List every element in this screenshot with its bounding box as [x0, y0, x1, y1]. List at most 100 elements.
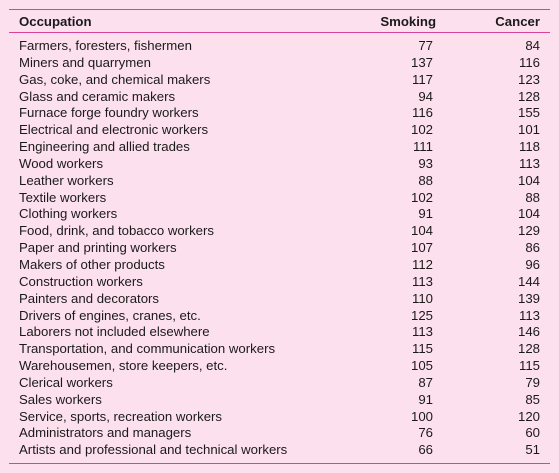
cell-occupation: Electrical and electronic workers — [19, 122, 209, 138]
cell-smoking: 116 — [411, 105, 433, 121]
cell-cancer: 104 — [517, 172, 540, 188]
cell-occupation: Engineering and allied trades — [19, 139, 190, 155]
table-row: Electrical and electronic workers 102 101 — [9, 122, 550, 139]
cell-cancer: 116 — [518, 54, 540, 70]
cell-cancer: 113 — [518, 307, 540, 323]
cell-occupation: Farmers, foresters, fishermen — [19, 38, 192, 53]
cell-occupation: Administrators and managers — [19, 425, 192, 441]
table-row: Gas, coke, and chemical makers 117 123 — [9, 72, 550, 89]
cell-cancer: 129 — [517, 223, 540, 239]
cell-occupation: Drivers of engines, cranes, etc. — [19, 307, 201, 323]
cell-cancer: 101 — [517, 122, 540, 138]
table-row: Furnace forge foundry workers 116 155 — [9, 105, 550, 122]
table-row: Glass and ceramic makers 94 128 — [9, 89, 550, 106]
cell-occupation: Sales workers — [19, 391, 102, 407]
cell-smoking: 112 — [411, 256, 433, 272]
table-row: Transportation, and communication worker… — [9, 341, 550, 358]
cell-cancer: 84 — [525, 38, 540, 53]
cell-smoking: 110 — [411, 290, 433, 306]
cell-cancer: 144 — [517, 273, 540, 289]
cell-cancer: 139 — [517, 290, 540, 306]
cell-smoking: 137 — [410, 54, 433, 70]
occupation-smoking-cancer-table: Occupation Smoking Cancer Farmers, fores… — [9, 10, 550, 459]
table-header-row: Occupation Smoking Cancer — [9, 10, 550, 33]
table-row: Makers of other products 112 96 — [9, 257, 550, 274]
table-row: Leather workers 88 104 — [9, 173, 550, 190]
cell-occupation: Food, drink, and tobacco workers — [19, 223, 214, 239]
occupation-table-panel: Occupation Smoking Cancer Farmers, fores… — [9, 9, 550, 464]
cell-cancer: 155 — [517, 105, 540, 121]
cell-cancer: 120 — [517, 408, 540, 424]
cell-occupation: Painters and decorators — [19, 290, 160, 306]
table-row: Wood workers 93 113 — [9, 156, 550, 173]
cell-smoking: 102 — [410, 189, 433, 205]
cell-smoking: 88 — [418, 172, 433, 188]
cell-occupation: Textile workers — [19, 189, 107, 205]
cell-cancer: 96 — [525, 256, 540, 272]
cell-smoking: 107 — [410, 240, 433, 256]
cell-occupation: Artists and professional and technical w… — [19, 442, 288, 458]
table-row: Drivers of engines, cranes, etc. 125 113 — [9, 308, 550, 325]
table-row: Clerical workers 87 79 — [9, 375, 550, 392]
cell-occupation: Service, sports, recreation workers — [19, 408, 223, 424]
table-row: Miners and quarrymen 137 116 — [9, 55, 550, 72]
cell-cancer: 115 — [518, 358, 540, 374]
cell-occupation: Clerical workers — [19, 374, 113, 390]
cell-cancer: 123 — [517, 71, 540, 87]
cell-cancer: 86 — [525, 240, 540, 256]
cell-cancer: 113 — [518, 155, 540, 171]
cell-cancer: 85 — [525, 391, 540, 407]
table-row: Paper and printing workers 107 86 — [9, 240, 550, 257]
cell-cancer: 118 — [518, 139, 540, 155]
cell-occupation: Paper and printing workers — [19, 240, 177, 256]
table-row: Laborers not included elsewhere 113 146 — [9, 324, 550, 341]
cell-cancer: 88 — [525, 189, 540, 205]
cell-smoking: 125 — [410, 307, 433, 323]
cell-cancer: 79 — [525, 374, 540, 390]
cell-occupation: Gas, coke, and chemical makers — [19, 71, 211, 87]
cell-smoking: 91 — [418, 391, 433, 407]
cell-occupation: Furnace forge foundry workers — [19, 105, 199, 121]
cell-occupation: Glass and ceramic makers — [19, 88, 176, 104]
table-row: Farmers, foresters, fishermen 77 84 — [9, 33, 550, 55]
cell-smoking: 66 — [418, 442, 433, 458]
cell-smoking: 105 — [410, 358, 433, 374]
cell-occupation: Wood workers — [19, 155, 104, 171]
cell-smoking: 113 — [411, 324, 433, 340]
table-body: Farmers, foresters, fishermen 77 84 Miners … — [9, 33, 550, 460]
table-row: Administrators and managers 76 60 — [9, 425, 550, 442]
cell-occupation: Transportation, and communication worker… — [19, 341, 276, 357]
cell-smoking: 117 — [411, 71, 433, 87]
table-row: Construction workers 113 144 — [9, 274, 550, 291]
cell-cancer: 128 — [517, 88, 540, 104]
table-row: Food, drink, and tobacco workers 104 129 — [9, 223, 550, 240]
cell-occupation: Warehousemen, store keepers, etc. — [19, 358, 228, 374]
table-row: Clothing workers 91 104 — [9, 206, 550, 223]
cell-smoking: 100 — [410, 408, 433, 424]
header-occupation: Occupation — [9, 10, 351, 33]
cell-smoking: 93 — [418, 155, 433, 171]
table-row: Engineering and allied trades 111 118 — [9, 139, 550, 156]
table-row: Warehousemen, store keepers, etc. 105 115 — [9, 358, 550, 375]
cell-occupation: Makers of other products — [19, 256, 165, 272]
table-row: Textile workers 102 88 — [9, 190, 550, 207]
cell-occupation: Clothing workers — [19, 206, 118, 222]
cell-cancer: 51 — [525, 442, 540, 458]
cell-occupation: Leather workers — [19, 172, 114, 188]
cell-cancer: 104 — [517, 206, 540, 222]
cell-occupation: Laborers not included elsewhere — [19, 324, 210, 340]
cell-smoking: 87 — [418, 374, 433, 390]
cell-smoking: 91 — [418, 206, 433, 222]
cell-occupation: Miners and quarrymen — [19, 54, 151, 70]
cell-smoking: 102 — [410, 122, 433, 138]
cell-smoking: 77 — [418, 38, 433, 53]
table-row: Service, sports, recreation workers 100 12… — [9, 409, 550, 426]
cell-cancer: 128 — [517, 341, 540, 357]
cell-occupation: Construction workers — [19, 273, 143, 289]
cell-smoking: 111 — [412, 139, 433, 155]
cell-smoking: 115 — [411, 341, 433, 357]
cell-smoking: 104 — [410, 223, 433, 239]
table-row: Painters and decorators 110 139 — [9, 291, 550, 308]
table-row: Sales workers 91 85 — [9, 392, 550, 409]
cell-smoking: 76 — [418, 425, 433, 441]
